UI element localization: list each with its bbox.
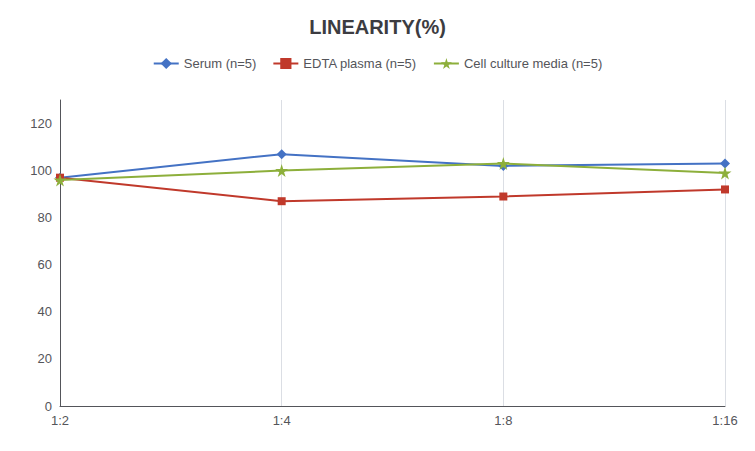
svg-text:20: 20	[38, 351, 52, 366]
svg-text:EDTA plasma (n=5): EDTA plasma (n=5)	[303, 56, 416, 71]
svg-text:1:2: 1:2	[51, 413, 69, 428]
svg-text:80: 80	[38, 210, 52, 225]
svg-text:1:8: 1:8	[494, 413, 512, 428]
svg-text:40: 40	[38, 304, 52, 319]
svg-text:100: 100	[30, 163, 52, 178]
svg-text:60: 60	[38, 257, 52, 272]
svg-text:LINEARITY(%): LINEARITY(%)	[309, 16, 446, 38]
svg-text:1:4: 1:4	[273, 413, 291, 428]
svg-text:1:16: 1:16	[712, 413, 737, 428]
svg-text:120: 120	[30, 116, 52, 131]
svg-text:Serum (n=5): Serum (n=5)	[184, 56, 257, 71]
svg-text:Cell culture media (n=5): Cell culture media (n=5)	[464, 56, 602, 71]
svg-text:0: 0	[45, 399, 52, 414]
